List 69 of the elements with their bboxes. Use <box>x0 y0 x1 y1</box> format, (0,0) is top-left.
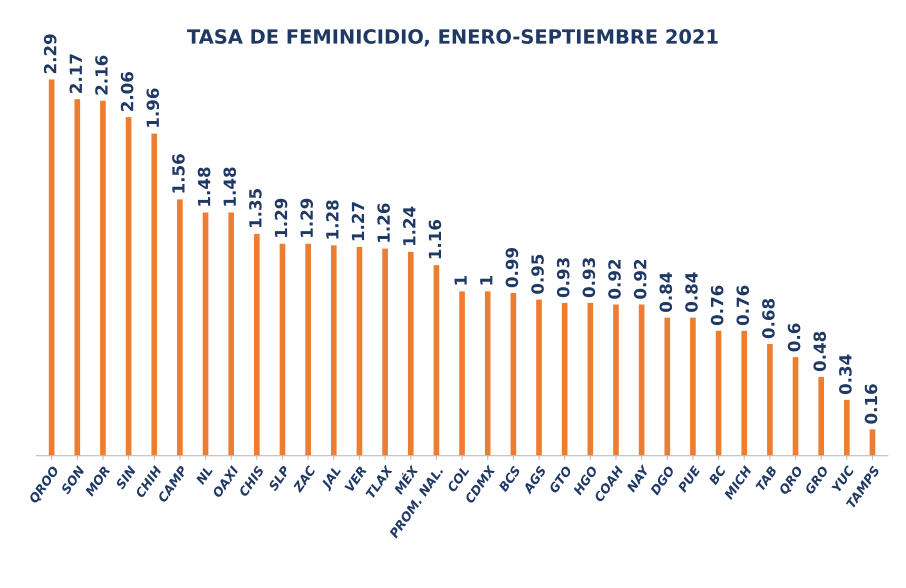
data-label: 2.17 <box>70 54 82 93</box>
data-label: 0.95 <box>531 254 544 294</box>
data-label: 0.93 <box>582 258 596 298</box>
bar <box>459 291 465 456</box>
data-label: 0.76 <box>736 286 750 326</box>
bar <box>202 212 208 456</box>
data-label: 1.24 <box>402 206 416 246</box>
data-label: 0.76 <box>710 286 724 326</box>
bar <box>100 100 106 456</box>
data-label: 1.28 <box>326 200 339 239</box>
bar <box>228 212 234 456</box>
data-label: 1.48 <box>223 167 236 206</box>
data-label: 0.84 <box>660 272 672 312</box>
data-label: 1.29 <box>300 198 313 237</box>
bar <box>356 247 362 456</box>
data-label: 0.34 <box>839 354 852 394</box>
x-tick-label: NL <box>195 466 213 486</box>
bar <box>664 318 670 456</box>
bar <box>562 302 568 456</box>
bar <box>767 344 773 456</box>
data-label: 0.84 <box>685 272 698 312</box>
bar <box>126 117 132 456</box>
bar <box>330 245 337 456</box>
bar <box>510 293 516 456</box>
bar <box>484 291 491 456</box>
data-label: 0.93 <box>556 258 570 298</box>
data-label: 0.48 <box>813 332 826 372</box>
bar <box>305 244 311 456</box>
bar <box>177 199 183 456</box>
data-label: 0.6 <box>788 324 800 352</box>
data-label: 1.96 <box>146 88 160 127</box>
bar <box>638 304 644 456</box>
data-label: 1.56 <box>172 154 185 193</box>
data-label: 1.26 <box>377 203 390 242</box>
bar <box>792 357 798 456</box>
bar <box>536 300 542 456</box>
x-tick-label: BC <box>708 464 726 486</box>
data-label: 2.29 <box>44 34 56 74</box>
data-label: 2.06 <box>120 72 134 111</box>
bar <box>151 134 158 456</box>
data-label: 1 <box>480 276 492 285</box>
data-label: 1.27 <box>352 202 364 240</box>
data-label: 1.29 <box>274 198 288 237</box>
bar <box>382 248 388 456</box>
chart-title: TASA DE FEMINICIDIO, ENERO-SEPTIEMBRE 2021 <box>187 29 718 46</box>
data-label: 1.16 <box>428 220 442 258</box>
bar <box>48 79 54 456</box>
data-label: 0.68 <box>762 298 775 338</box>
data-label: 2.16 <box>95 56 108 94</box>
bar <box>587 302 594 456</box>
bar <box>818 376 824 456</box>
data-label: 1.48 <box>198 167 210 206</box>
bar <box>613 304 619 456</box>
data-label: 0.99 <box>506 248 518 288</box>
bar <box>434 265 440 456</box>
bar <box>870 429 876 456</box>
data-label: 0.92 <box>608 260 621 299</box>
bar <box>254 234 260 456</box>
data-label: 1.35 <box>249 188 262 228</box>
bar <box>716 330 722 456</box>
bar <box>844 400 850 456</box>
bar <box>280 244 286 456</box>
bar <box>408 252 414 456</box>
data-label: 1 <box>454 276 467 285</box>
bar <box>741 330 748 456</box>
bar <box>74 99 80 456</box>
bar <box>690 318 696 456</box>
data-label: 0.92 <box>634 260 646 299</box>
data-label: 0.16 <box>864 384 878 424</box>
